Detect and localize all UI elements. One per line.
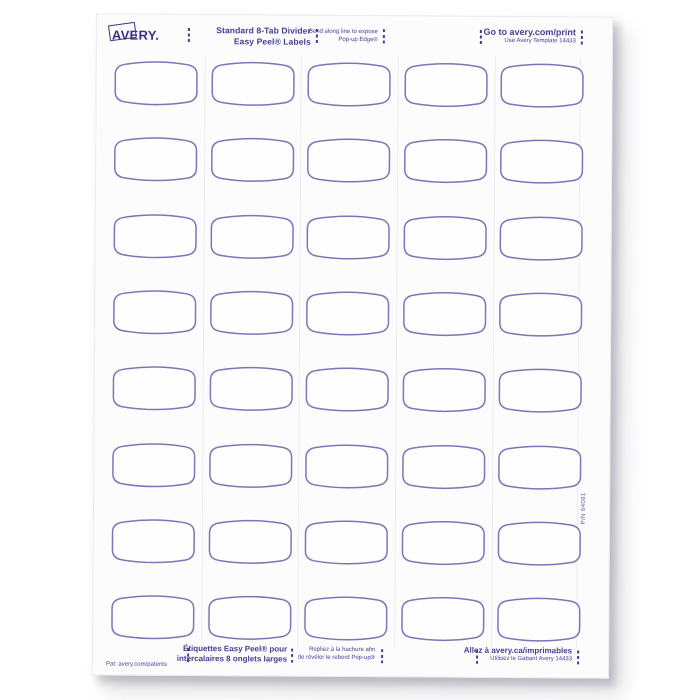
divider-label (206, 595, 293, 641)
divider-label (402, 139, 489, 185)
divider-label (207, 443, 294, 489)
divider-label (207, 366, 294, 412)
dashed-separator (577, 650, 580, 665)
divider-label (109, 595, 196, 641)
bend-instruction-fr-line1: Repliez à la hachure afin (309, 646, 376, 654)
sheet-title-fr: Étiquettes Easy Peel® pour intercalaires… (177, 644, 287, 664)
divider-label (111, 289, 198, 335)
dashed-separator (291, 648, 294, 663)
sheet-footer: Pat: avery.com/patents Étiquettes Easy P… (93, 640, 608, 679)
divider-label (305, 138, 392, 184)
divider-label (209, 137, 296, 183)
template-number-fr: Utilisez le Gabarit Avery 14433 (490, 655, 573, 663)
divider-label (304, 291, 391, 337)
divider-label (304, 367, 391, 413)
part-number: P/N 64081 (580, 492, 588, 525)
divider-label (499, 63, 586, 109)
label-grid (93, 14, 612, 677)
divider-label (303, 443, 390, 489)
print-instruction-fr: Allez à avery.ca/imprimables Utilisez le… (464, 646, 572, 664)
divider-label (496, 597, 583, 643)
divider-label (400, 444, 487, 490)
dashed-separator (381, 649, 384, 664)
divider-label (112, 137, 199, 183)
divider-label (112, 213, 199, 259)
divider-label (497, 368, 584, 414)
divider-label (303, 519, 390, 565)
divider-label (208, 290, 295, 336)
divider-label (302, 596, 389, 642)
divider-label (111, 366, 198, 412)
divider-label (401, 215, 488, 261)
bend-instruction-fr: Repliez à la hachure afin de révéler le … (298, 647, 376, 662)
divider-label (208, 214, 295, 260)
divider-label (112, 61, 199, 107)
bend-instruction-fr-line2: de révéler le rebord Pop-up® (297, 654, 376, 661)
divider-label (496, 521, 583, 567)
divider-label (399, 596, 486, 642)
divider-label (497, 444, 584, 490)
divider-label (110, 518, 197, 564)
divider-label (110, 442, 197, 488)
divider-label (400, 367, 487, 413)
patent-notice: Pat: avery.com/patents (106, 661, 167, 668)
divider-label (497, 292, 584, 338)
divider-label (401, 291, 488, 337)
divider-label (498, 139, 585, 185)
divider-label (209, 61, 296, 107)
print-url-fr: Allez à avery.ca/imprimables (463, 645, 573, 656)
divider-label (399, 520, 486, 566)
divider-label (306, 62, 393, 108)
divider-label (206, 519, 293, 565)
divider-label (402, 62, 489, 108)
label-sheet: AVERY. Standard 8-Tab Divider Easy Peel®… (91, 13, 614, 679)
divider-label (305, 214, 392, 260)
sheet-title-fr-line2: intercalaires 8 onglets larges (176, 653, 288, 664)
divider-label (498, 215, 585, 261)
sheet-title-fr-line1: Étiquettes Easy Peel® pour (182, 643, 288, 654)
